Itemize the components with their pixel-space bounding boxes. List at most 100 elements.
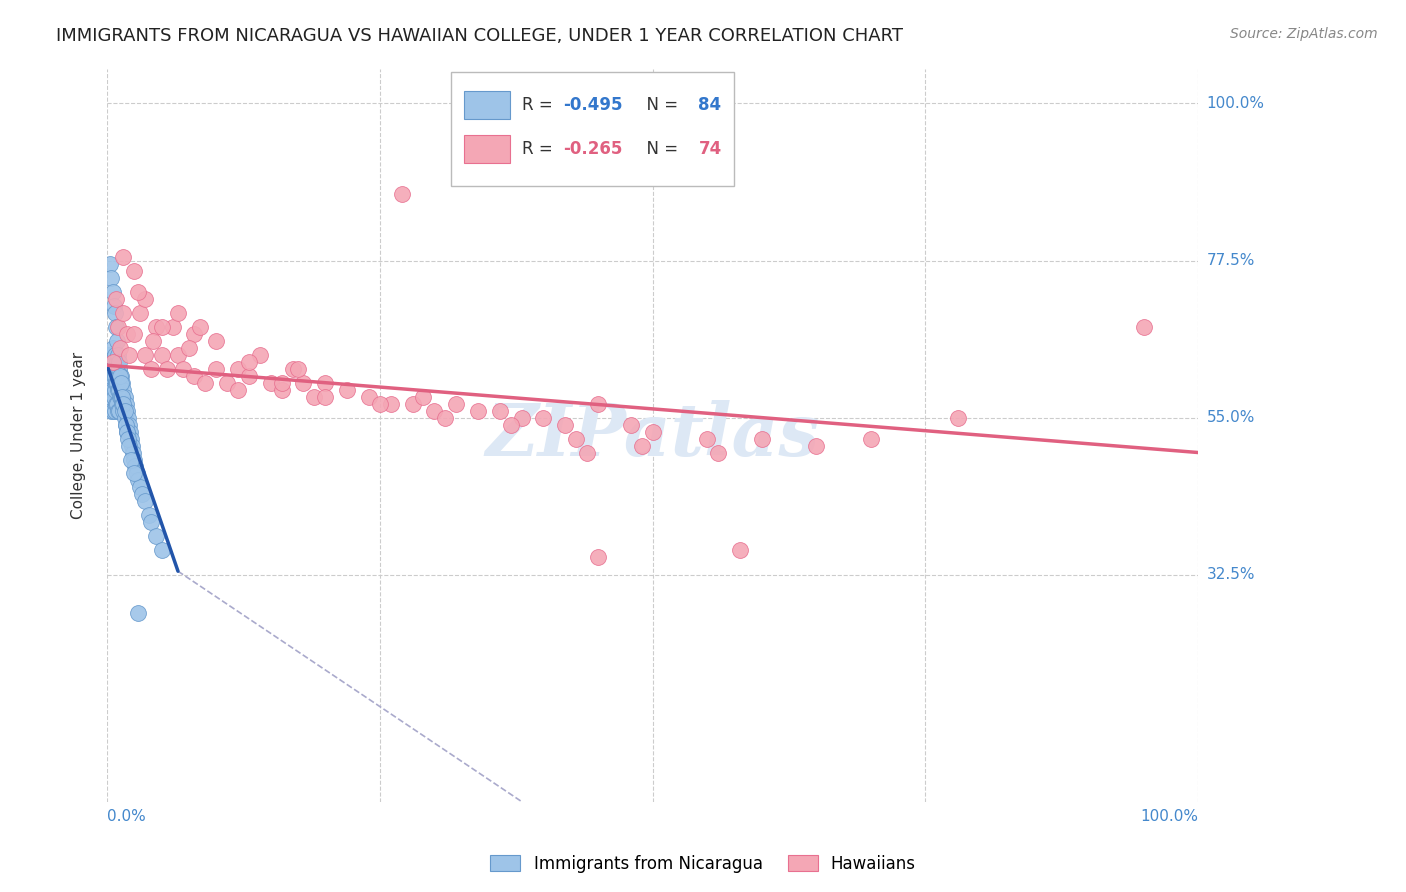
- Point: [124, 459, 146, 474]
- Point: [118, 417, 141, 432]
- Point: [104, 368, 127, 383]
- Point: [105, 376, 128, 390]
- Point: [124, 467, 146, 481]
- Point: [104, 319, 127, 334]
- Point: [112, 306, 135, 320]
- Point: [124, 452, 146, 467]
- Point: [98, 397, 121, 411]
- Point: [108, 341, 131, 355]
- Point: [114, 417, 136, 432]
- Point: [104, 306, 127, 320]
- Point: [101, 341, 124, 355]
- Point: [134, 348, 156, 362]
- Point: [287, 361, 309, 376]
- Point: [114, 410, 136, 425]
- Point: [101, 403, 124, 417]
- Text: -0.495: -0.495: [564, 96, 623, 114]
- Text: 100.0%: 100.0%: [1206, 96, 1264, 111]
- Point: [145, 319, 167, 334]
- Point: [281, 361, 304, 376]
- Point: [115, 326, 138, 341]
- Point: [167, 348, 190, 362]
- Point: [134, 292, 156, 306]
- Point: [142, 334, 165, 348]
- Point: [115, 425, 138, 439]
- Point: [150, 319, 173, 334]
- Point: [98, 383, 121, 397]
- Point: [444, 397, 467, 411]
- Point: [270, 383, 292, 397]
- Point: [101, 361, 124, 376]
- Text: 77.5%: 77.5%: [1206, 253, 1254, 268]
- Text: R =: R =: [522, 140, 558, 158]
- Point: [565, 432, 588, 446]
- Point: [134, 494, 156, 508]
- Point: [110, 376, 132, 390]
- Point: [118, 425, 141, 439]
- Point: [576, 445, 599, 459]
- Point: [368, 397, 391, 411]
- Point: [127, 285, 149, 299]
- Point: [499, 417, 522, 432]
- Point: [114, 417, 136, 432]
- Point: [103, 355, 125, 369]
- Text: 100.0%: 100.0%: [1140, 809, 1198, 824]
- Point: [108, 361, 131, 376]
- Point: [314, 390, 336, 404]
- Legend: Immigrants from Nicaragua, Hawaiians: Immigrants from Nicaragua, Hawaiians: [484, 848, 922, 880]
- Point: [138, 508, 160, 523]
- Point: [188, 319, 211, 334]
- Point: [467, 403, 489, 417]
- Point: [103, 390, 125, 404]
- Point: [100, 383, 122, 397]
- Point: [728, 543, 751, 558]
- Point: [391, 187, 413, 202]
- Point: [336, 383, 359, 397]
- Point: [103, 368, 125, 383]
- Point: [696, 432, 718, 446]
- Point: [100, 271, 122, 285]
- Point: [1132, 319, 1154, 334]
- Point: [238, 355, 260, 369]
- Point: [101, 285, 124, 299]
- Text: 74: 74: [699, 140, 721, 158]
- Point: [104, 397, 127, 411]
- Point: [111, 397, 134, 411]
- Point: [100, 361, 122, 376]
- Point: [105, 355, 128, 369]
- Text: N =: N =: [637, 140, 683, 158]
- Point: [510, 410, 533, 425]
- Point: [946, 410, 969, 425]
- Point: [139, 361, 162, 376]
- Point: [112, 383, 135, 397]
- Point: [489, 403, 512, 417]
- Point: [434, 410, 457, 425]
- Point: [110, 390, 132, 404]
- Point: [111, 390, 134, 404]
- Point: [107, 383, 129, 397]
- Point: [751, 432, 773, 446]
- Point: [806, 438, 828, 452]
- Point: [412, 390, 434, 404]
- Point: [357, 390, 380, 404]
- Point: [105, 397, 128, 411]
- Point: [105, 334, 128, 348]
- Point: [260, 376, 283, 390]
- Text: 32.5%: 32.5%: [1206, 567, 1256, 582]
- Point: [115, 403, 138, 417]
- Point: [104, 403, 127, 417]
- Point: [117, 410, 139, 425]
- Point: [112, 403, 135, 417]
- Point: [108, 368, 131, 383]
- Point: [177, 341, 200, 355]
- Point: [108, 403, 131, 417]
- Point: [122, 445, 145, 459]
- Point: [112, 250, 135, 264]
- Point: [238, 368, 260, 383]
- Point: [314, 376, 336, 390]
- Point: [117, 432, 139, 446]
- Text: IMMIGRANTS FROM NICARAGUA VS HAWAIIAN COLLEGE, UNDER 1 YEAR CORRELATION CHART: IMMIGRANTS FROM NICARAGUA VS HAWAIIAN CO…: [56, 27, 903, 45]
- Point: [620, 417, 643, 432]
- Point: [112, 397, 135, 411]
- Point: [205, 334, 228, 348]
